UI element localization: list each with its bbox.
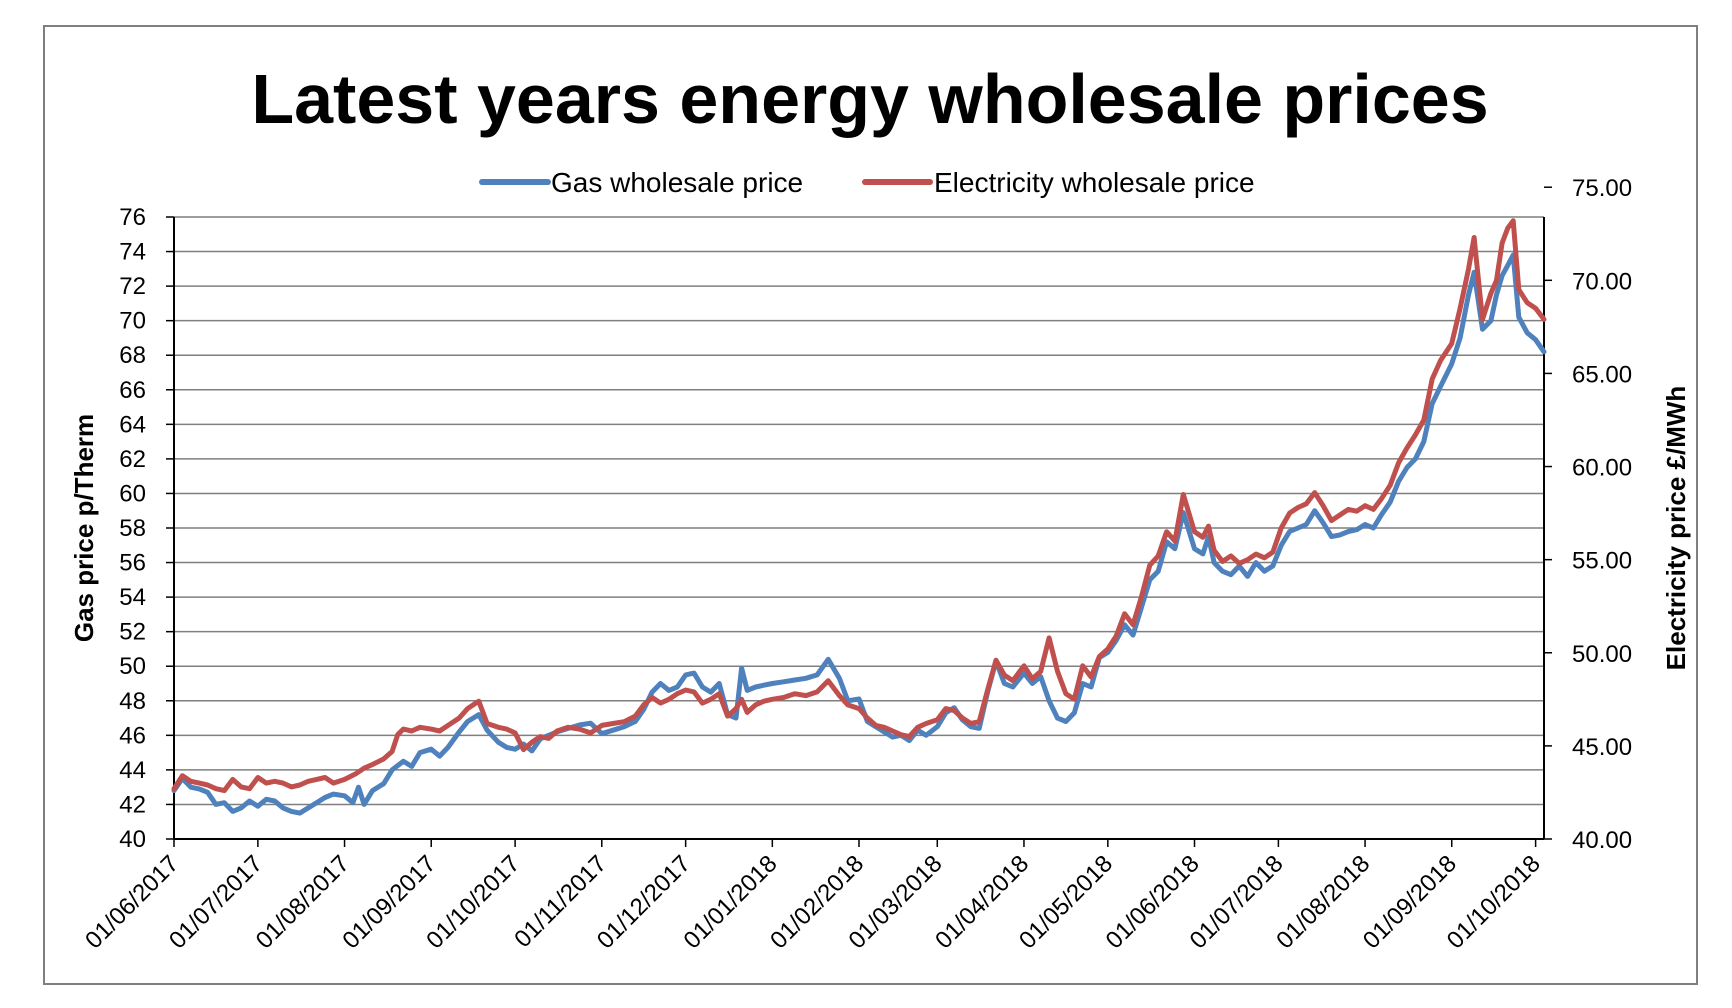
y-left-tick-label: 48 <box>119 688 146 715</box>
y-right-tick-label: 70.00 <box>1572 268 1632 295</box>
gridlines <box>174 216 1544 806</box>
series-line-electricity <box>171 218 1547 794</box>
y-right-tick-label: 50.00 <box>1572 641 1632 668</box>
y-left-tick-label: 44 <box>119 757 146 784</box>
chart-title: Latest years energy wholesale prices <box>251 60 1488 138</box>
y-left-tick-label: 64 <box>119 411 146 438</box>
y-left-tick-label: 52 <box>119 619 146 646</box>
y-left-tick-label: 74 <box>119 239 146 266</box>
series-line-gas <box>171 252 1547 816</box>
y-left-tick-label: 58 <box>119 515 146 542</box>
y-right-ticks: 40.00 45.00 50.00 55.00 60.00 65.00 70.00 75.00 <box>1544 175 1632 854</box>
legend-item-electricity[interactable]: Electricity wholesale price <box>862 167 1255 198</box>
y-right-tick-label: 65.00 <box>1572 361 1632 388</box>
y-right-tick-label: 40.00 <box>1572 827 1632 854</box>
y-left-tick-label: 72 <box>119 273 146 300</box>
y-left-ticks: 40 42 44 46 48 50 52 54 56 58 60 62 64 66 68 70 72 74 76 <box>119 204 174 853</box>
y-left-tick-label: 66 <box>119 377 146 404</box>
y-left-tick-label: 54 <box>119 584 146 611</box>
y-left-tick-label: 76 <box>119 204 146 231</box>
y-axis-right-label: Electricity price £/MWh <box>1661 386 1691 671</box>
y-left-tick-label: 40 <box>119 826 146 853</box>
y-left-tick-label: 70 <box>119 308 146 335</box>
y-left-tick-label: 68 <box>119 342 146 369</box>
y-right-tick-label: 75.00 <box>1572 175 1632 202</box>
y-left-tick-label: 56 <box>119 550 146 577</box>
y-left-tick-label: 62 <box>119 446 146 473</box>
y-right-tick-label: 45.00 <box>1572 734 1632 761</box>
y-right-tick-label: 60.00 <box>1572 455 1632 482</box>
series-layer <box>171 218 1547 816</box>
y-left-tick-label: 46 <box>119 722 146 749</box>
legend: Gas wholesale price Electricity wholesal… <box>479 167 1255 198</box>
y-left-tick-label: 42 <box>119 791 146 818</box>
legend-label-gas: Gas wholesale price <box>551 167 803 198</box>
legend-label-electricity: Electricity wholesale price <box>934 167 1255 198</box>
legend-item-gas[interactable]: Gas wholesale price <box>479 167 803 198</box>
y-axis-left-label: Gas price p/Therm <box>69 414 99 642</box>
y-left-tick-label: 60 <box>119 480 146 507</box>
y-left-tick-label: 50 <box>119 653 146 680</box>
chart-frame <box>43 25 1698 985</box>
y-right-tick-label: 55.00 <box>1572 548 1632 575</box>
